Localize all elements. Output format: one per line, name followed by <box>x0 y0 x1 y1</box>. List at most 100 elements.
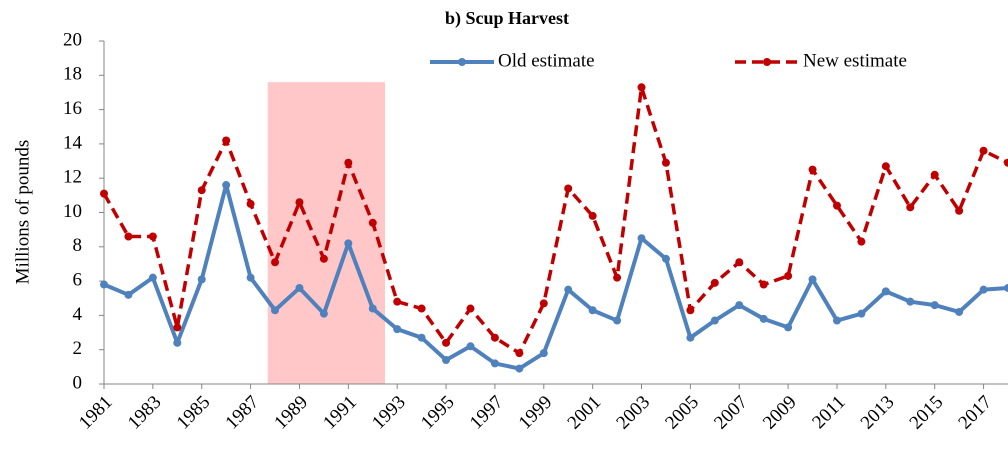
data-point <box>271 306 280 315</box>
data-point <box>1004 283 1008 292</box>
data-point <box>148 232 157 241</box>
data-point <box>100 189 108 198</box>
data-point <box>710 278 719 287</box>
data-point <box>637 83 646 92</box>
series-line <box>102 85 1008 355</box>
data-point <box>124 290 133 299</box>
data-point <box>735 258 744 267</box>
x-tick-label: 1989 <box>270 392 312 434</box>
data-point <box>173 323 182 332</box>
data-point <box>784 323 793 332</box>
data-point <box>613 273 622 282</box>
data-point <box>319 254 328 263</box>
data-point <box>881 162 890 171</box>
data-point <box>295 198 304 207</box>
x-tick-label: 1981 <box>75 392 117 434</box>
data-point <box>808 275 817 284</box>
x-tick-label: 2011 <box>808 392 849 433</box>
data-point <box>393 325 402 334</box>
legend-label: New estimate <box>803 50 907 71</box>
data-point <box>271 258 280 267</box>
data-point <box>784 271 793 280</box>
data-point <box>979 285 988 294</box>
data-point <box>759 280 768 289</box>
data-point <box>710 316 719 325</box>
data-point <box>222 136 231 145</box>
data-point <box>148 273 157 282</box>
data-point <box>197 186 206 195</box>
x-tick-label: 2001 <box>564 392 606 434</box>
highlight-band <box>267 82 385 384</box>
x-tick-label: 2009 <box>759 392 801 434</box>
data-point <box>564 285 573 294</box>
data-point <box>344 239 353 248</box>
data-point <box>466 342 475 351</box>
data-point <box>686 333 695 342</box>
data-point <box>368 218 377 227</box>
legend-marker <box>763 58 771 66</box>
data-point <box>417 304 426 313</box>
legend-label: Old estimate <box>498 50 595 71</box>
x-tick-label: 2013 <box>857 392 899 434</box>
y-tick-label: 8 <box>73 235 83 256</box>
data-point <box>539 299 548 308</box>
y-tick-label: 20 <box>63 29 82 50</box>
data-point <box>832 316 841 325</box>
legend-marker <box>458 58 466 66</box>
data-point <box>173 338 182 347</box>
data-point <box>588 306 597 315</box>
y-axis-label: Millions of pounds <box>12 140 33 285</box>
data-point <box>295 283 304 292</box>
data-point <box>490 333 499 342</box>
x-tick-label: 2005 <box>661 392 703 434</box>
y-tick-label: 6 <box>73 269 83 290</box>
y-tick-label: 0 <box>73 372 83 393</box>
x-tick-label: 1983 <box>124 392 166 434</box>
data-point <box>515 349 524 358</box>
data-point <box>735 301 744 310</box>
x-tick-label: 1993 <box>368 392 410 434</box>
series-line <box>103 183 1008 371</box>
chart-title: b) Scup Harvest <box>445 8 569 29</box>
y-tick-label: 16 <box>63 98 82 119</box>
data-point <box>344 158 353 167</box>
data-point <box>661 254 670 263</box>
data-point <box>955 206 964 215</box>
x-tick-label: 2007 <box>710 392 752 434</box>
x-tick-label: 1999 <box>515 392 557 434</box>
data-point <box>124 232 133 241</box>
x-tick-label: 2017 <box>954 392 996 434</box>
y-tick-label: 2 <box>73 338 83 359</box>
x-tick-label: 1991 <box>319 392 361 434</box>
data-point <box>832 201 841 210</box>
data-point <box>319 309 328 318</box>
data-point <box>930 301 939 310</box>
y-tick-label: 10 <box>63 201 82 222</box>
data-point <box>246 199 255 208</box>
data-point <box>906 297 915 306</box>
y-tick-label: 4 <box>73 304 83 325</box>
data-point <box>613 316 622 325</box>
data-point <box>515 364 524 373</box>
data-point <box>808 165 817 174</box>
data-point <box>197 275 206 284</box>
x-tick-label: 1987 <box>221 392 263 434</box>
data-point <box>442 355 451 364</box>
x-tick-label: 1997 <box>466 392 508 434</box>
data-point <box>417 333 426 342</box>
data-point <box>490 359 499 368</box>
data-point <box>979 146 988 155</box>
data-point <box>1004 158 1008 167</box>
data-point <box>466 304 475 313</box>
data-point <box>588 211 597 220</box>
y-tick-label: 14 <box>63 132 83 153</box>
data-point <box>100 280 108 289</box>
data-point <box>564 184 573 193</box>
x-tick-label: 2003 <box>612 392 654 434</box>
y-tick-label: 12 <box>63 167 82 188</box>
x-tick-label: 2015 <box>906 392 948 434</box>
data-point <box>857 309 866 318</box>
data-point <box>539 349 548 358</box>
data-point <box>222 181 231 190</box>
